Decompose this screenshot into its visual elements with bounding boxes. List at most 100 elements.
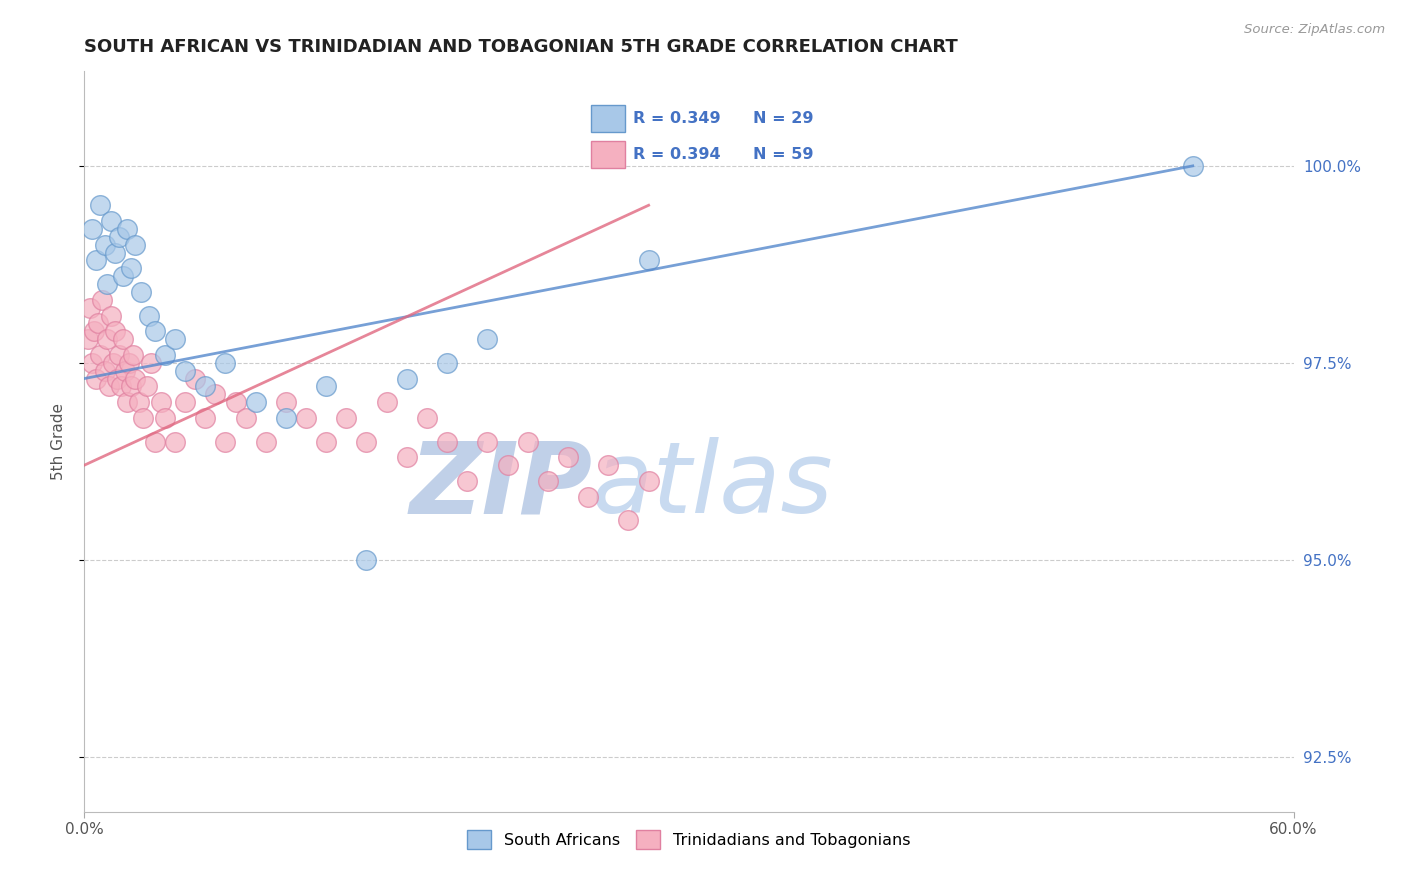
Point xyxy=(143,324,166,338)
Point xyxy=(225,395,247,409)
Bar xyxy=(592,104,626,132)
Point xyxy=(436,434,458,449)
Point xyxy=(96,277,118,291)
Point xyxy=(245,395,267,409)
Point xyxy=(107,348,129,362)
Text: Source: ZipAtlas.com: Source: ZipAtlas.com xyxy=(1244,23,1385,37)
Point xyxy=(115,222,138,236)
Point xyxy=(375,395,398,409)
Point xyxy=(124,371,146,385)
Point xyxy=(174,395,197,409)
Point xyxy=(120,379,142,393)
Point xyxy=(416,411,439,425)
Point xyxy=(110,379,132,393)
Point xyxy=(129,285,152,299)
Point xyxy=(79,301,101,315)
Point xyxy=(637,253,659,268)
Text: atlas: atlas xyxy=(592,437,834,534)
Point xyxy=(477,434,499,449)
Point xyxy=(91,293,114,307)
Point xyxy=(132,411,155,425)
Point xyxy=(315,434,337,449)
Point xyxy=(149,395,172,409)
Point xyxy=(516,434,538,449)
Point xyxy=(101,356,124,370)
Point xyxy=(335,411,357,425)
Point xyxy=(395,371,418,385)
Point xyxy=(111,332,134,346)
Point xyxy=(204,387,226,401)
Point xyxy=(184,371,207,385)
Point xyxy=(194,379,217,393)
Point xyxy=(254,434,277,449)
Text: SOUTH AFRICAN VS TRINIDADIAN AND TOBAGONIAN 5TH GRADE CORRELATION CHART: SOUTH AFRICAN VS TRINIDADIAN AND TOBAGON… xyxy=(84,38,957,56)
Text: N = 29: N = 29 xyxy=(752,111,813,126)
Point xyxy=(86,371,108,385)
Point xyxy=(87,317,110,331)
Point xyxy=(153,348,176,362)
Point xyxy=(128,395,150,409)
Point xyxy=(637,474,659,488)
Point xyxy=(174,364,197,378)
Y-axis label: 5th Grade: 5th Grade xyxy=(51,403,66,480)
Point xyxy=(1181,159,1204,173)
Point xyxy=(576,490,599,504)
Point xyxy=(121,348,143,362)
Point xyxy=(97,379,120,393)
Point xyxy=(89,348,111,362)
Point xyxy=(295,411,318,425)
Text: N = 59: N = 59 xyxy=(752,147,813,162)
Point xyxy=(356,552,378,566)
Point xyxy=(235,411,257,425)
Point xyxy=(114,364,136,378)
Point xyxy=(165,332,187,346)
Point xyxy=(89,198,111,212)
Point xyxy=(356,434,378,449)
Point xyxy=(143,434,166,449)
Point xyxy=(115,395,138,409)
Point xyxy=(93,237,115,252)
Point xyxy=(274,395,297,409)
Point xyxy=(214,356,236,370)
Point xyxy=(86,253,108,268)
Point xyxy=(96,332,118,346)
Point xyxy=(456,474,478,488)
Point xyxy=(82,356,104,370)
Bar xyxy=(592,141,626,169)
Text: ZIP: ZIP xyxy=(409,437,592,534)
Point xyxy=(537,474,560,488)
Point xyxy=(214,434,236,449)
Point xyxy=(100,214,122,228)
Point xyxy=(83,324,105,338)
Point xyxy=(194,411,217,425)
Point xyxy=(274,411,297,425)
Point xyxy=(315,379,337,393)
Point xyxy=(557,450,579,465)
Point xyxy=(395,450,418,465)
Point xyxy=(138,309,160,323)
Point xyxy=(135,379,157,393)
Point xyxy=(496,458,519,472)
Point xyxy=(107,229,129,244)
Point xyxy=(93,364,115,378)
Point xyxy=(617,513,640,527)
Point xyxy=(165,434,187,449)
Point xyxy=(120,261,142,276)
Legend: South Africans, Trinidadians and Tobagonians: South Africans, Trinidadians and Tobagon… xyxy=(461,823,917,855)
Text: R = 0.394: R = 0.394 xyxy=(633,147,720,162)
Point xyxy=(100,309,122,323)
Point xyxy=(111,269,134,284)
Point xyxy=(598,458,620,472)
Point xyxy=(436,356,458,370)
Point xyxy=(477,332,499,346)
Point xyxy=(105,371,128,385)
Point xyxy=(139,356,162,370)
Point xyxy=(124,237,146,252)
Point xyxy=(82,222,104,236)
Point xyxy=(153,411,176,425)
Text: R = 0.349: R = 0.349 xyxy=(633,111,720,126)
Point xyxy=(118,356,141,370)
Point xyxy=(77,332,100,346)
Point xyxy=(104,245,127,260)
Point xyxy=(104,324,127,338)
